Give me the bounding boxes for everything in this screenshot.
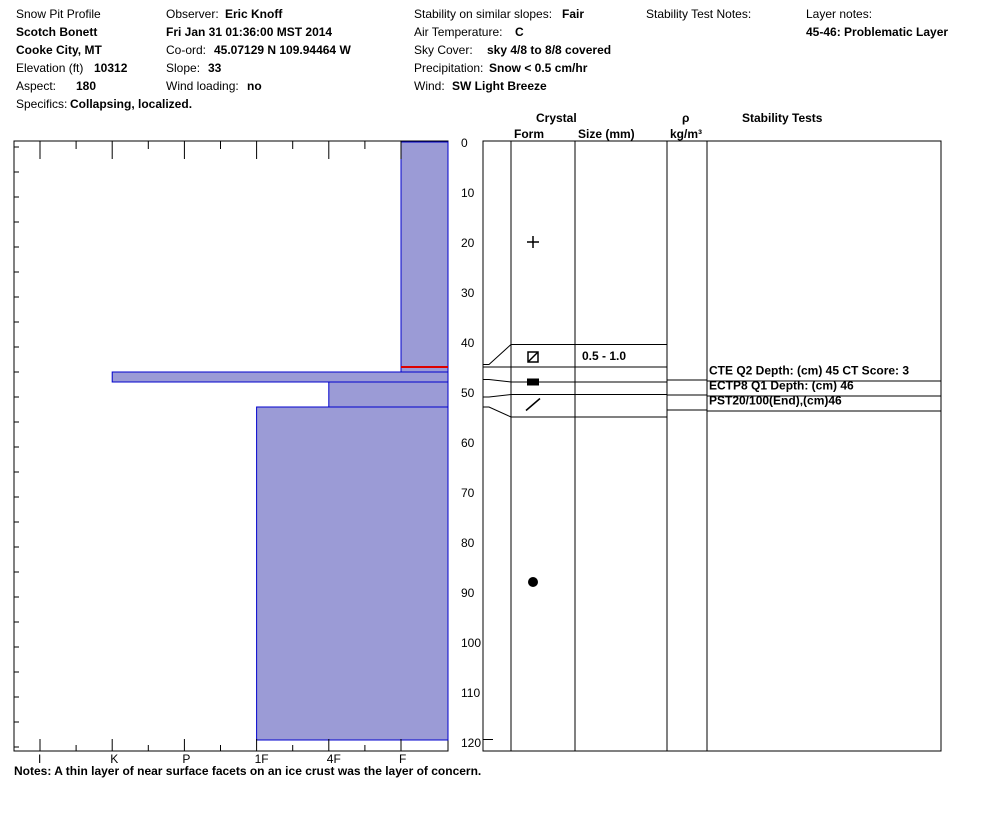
depth-tick-label: 30 — [461, 286, 475, 300]
ice-crust-icon — [527, 378, 539, 386]
air-temp-value: C — [515, 25, 524, 39]
hardness-tick-label: K — [110, 752, 118, 766]
sky-label: Sky Cover: — [414, 43, 473, 57]
profile-notes: Notes: A thin layer of near surface face… — [14, 764, 482, 778]
observation-datetime: Fri Jan 31 01:36:00 MST 2014 — [166, 25, 333, 39]
stability-tests-header: Stability Tests — [742, 111, 823, 125]
stability-test-entry: PST20/100(End),(cm)46 — [709, 394, 842, 408]
wind-loading-value: no — [247, 79, 262, 93]
layer-notes-label: Layer notes: — [806, 7, 873, 21]
faceted-rounded-icon — [527, 351, 539, 363]
wind-loading-label: Wind loading: — [166, 79, 239, 93]
layer-connector — [483, 394, 512, 398]
hardness-tick-label: 4F — [327, 752, 341, 766]
depth-tick-label: 70 — [461, 486, 475, 500]
depth-tick-label: 120 — [461, 736, 481, 750]
layer-connector — [483, 379, 512, 383]
depth-tick-label: 100 — [461, 636, 481, 650]
depth-tick-label: 80 — [461, 536, 475, 550]
stability-test-notes-label: Stability Test Notes: — [646, 7, 752, 21]
specifics-label: Specifics: — [16, 97, 68, 111]
stability-value: Fair — [562, 7, 585, 21]
depth-tick-label: 110 — [461, 686, 480, 700]
observer-value: Eric Knoff — [225, 7, 283, 21]
depth-tick-label: 20 — [461, 236, 475, 250]
stability-test-entry: CTE Q2 Depth: (cm) 45 CT Score: 3 — [709, 364, 909, 378]
hardness-tick-label: P — [182, 752, 190, 766]
form-header: Form — [514, 127, 544, 141]
sky-value: sky 4/8 to 8/8 covered — [487, 43, 612, 57]
hardness-bar — [400, 141, 449, 373]
location-name: Scotch Bonett — [16, 25, 98, 39]
depth-tick-label: 60 — [461, 436, 475, 450]
coord-value: 45.07129 N 109.94464 W — [214, 43, 351, 57]
wind-label: Wind: — [414, 79, 445, 93]
layer-connector — [483, 406, 512, 418]
aspect-value: 180 — [76, 79, 97, 93]
precip-value: Snow < 0.5 cm/hr — [489, 61, 588, 75]
depth-tick-label: 0 — [461, 136, 468, 150]
slope-value: 33 — [208, 61, 222, 75]
elevation-label: Elevation (ft) — [16, 61, 84, 75]
hardness-tick-label: F — [399, 752, 406, 766]
faceted-rounded-icon — [527, 351, 539, 363]
wind-value: SW Light Breeze — [452, 79, 547, 93]
depth-tick-label: 50 — [461, 386, 475, 400]
crystal-header: Crystal — [536, 111, 577, 125]
layer-note: 45-46: Problematic Layer — [806, 25, 949, 39]
stability-label: Stability on similar slopes: — [414, 7, 553, 21]
specifics-value: Collapsing, localized. — [70, 97, 193, 111]
hardness-bar — [328, 381, 449, 408]
observer-label: Observer: — [166, 7, 219, 21]
slope-label: Slope: — [166, 61, 201, 75]
hardness-tick-label: 1F — [255, 752, 269, 766]
aspect-label: Aspect: — [16, 79, 57, 93]
depth-tick-label: 10 — [461, 186, 475, 200]
size-header: Size (mm) — [578, 127, 635, 141]
page-title: Snow Pit Profile — [16, 7, 101, 21]
layer-connector — [483, 344, 512, 365]
density-units: kg/m³ — [670, 127, 703, 141]
coord-label: Co-ord: — [166, 43, 207, 57]
table-frame — [482, 140, 942, 752]
region-name: Cooke City, MT — [16, 43, 102, 57]
density-header: ρ — [682, 111, 690, 125]
surface-hoar-slash-icon — [525, 397, 541, 412]
crystal-size-label: 0.5 - 1.0 — [582, 349, 626, 363]
hardness-bar — [256, 406, 449, 741]
rounded-grains-icon — [528, 577, 538, 587]
elevation-value: 10312 — [94, 61, 128, 75]
depth-tick-label: 90 — [461, 586, 475, 600]
precip-label: Precipitation: — [414, 61, 484, 75]
stability-test-entry: ECTP8 Q1 Depth: (cm) 46 — [709, 379, 854, 393]
hardness-tick-label: I — [38, 752, 41, 766]
depth-tick-label: 40 — [461, 336, 475, 350]
hardness-bar — [111, 371, 449, 383]
air-temp-label: Air Temperature: — [414, 25, 503, 39]
